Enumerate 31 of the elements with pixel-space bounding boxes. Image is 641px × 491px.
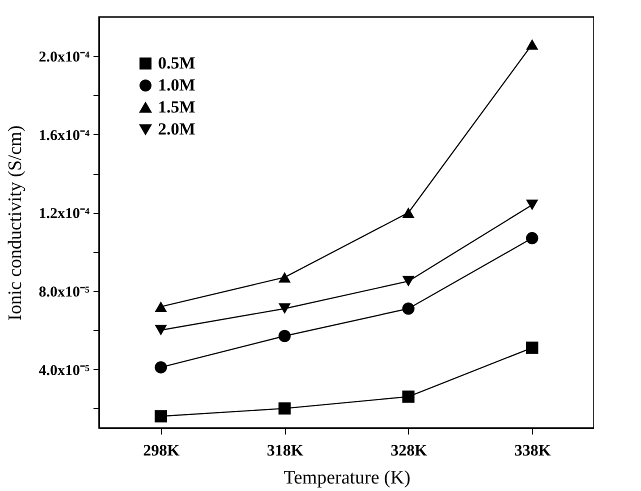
point (278, 303, 291, 314)
point (526, 232, 538, 244)
point (154, 410, 167, 422)
point (154, 361, 167, 374)
x-tick-label: 318K (266, 442, 304, 460)
point (402, 207, 414, 218)
x-tick-label: 328K (390, 442, 428, 460)
point (154, 301, 167, 312)
point (526, 200, 538, 210)
point (154, 324, 167, 336)
y-tick-label: 2.0x10⁻⁴ (38, 50, 90, 66)
point (402, 276, 414, 287)
point (526, 342, 538, 354)
point (278, 402, 291, 415)
point (278, 330, 291, 342)
legend-label: 0.5M (158, 54, 196, 72)
x-tick-label: 338K (514, 442, 552, 460)
y-tick-label: 8.0x10⁻⁵ (38, 284, 90, 300)
y-tick-label: 1.2x10⁻⁴ (38, 206, 90, 222)
point (402, 302, 414, 315)
y-tick-label: 4.0x10⁻⁵ (38, 362, 90, 379)
legend-label: 1.0M (158, 76, 196, 94)
y-axis-title: Ionic conductivity (S/cm) (4, 125, 26, 321)
legend-label: 1.5M (158, 98, 196, 116)
x-axis-title: Temperature (K) (284, 468, 410, 488)
point (526, 39, 538, 50)
point (278, 272, 291, 283)
y-tick-label: 1.6x10⁻⁴ (38, 128, 90, 144)
point (402, 390, 414, 403)
legend-label: 2.0M (158, 120, 196, 138)
x-tick-label: 298K (143, 442, 180, 460)
